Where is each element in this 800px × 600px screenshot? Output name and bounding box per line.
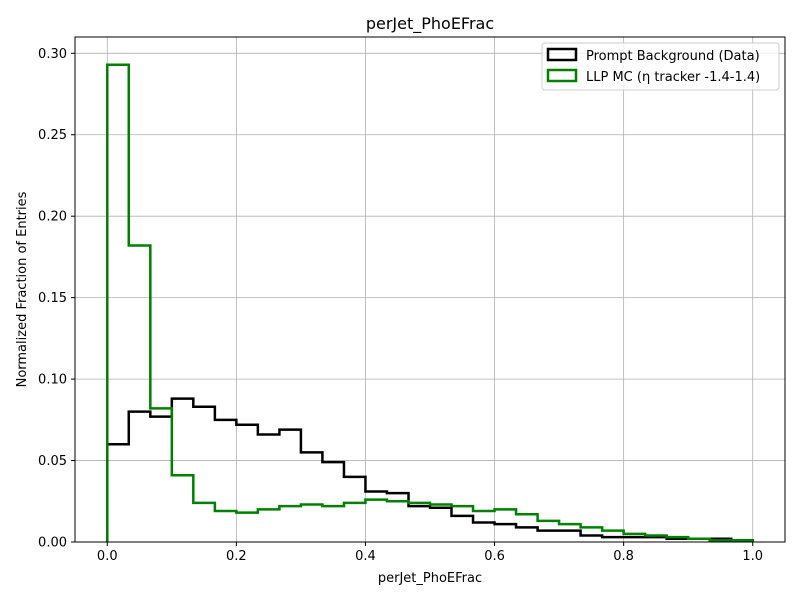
series-layer	[106, 63, 754, 542]
y-tick-label: 0.30	[38, 47, 67, 62]
legend-label-llp: LLP MC (η tracker -1.4-1.4)	[586, 70, 760, 85]
x-tick-label: 0.6	[484, 549, 505, 564]
legend: Prompt Background (Data) LLP MC (η track…	[541, 42, 780, 91]
legend-swatch-background	[546, 47, 578, 62]
y-tick-label: 0.25	[38, 128, 67, 143]
x-tick-label: 1.0	[742, 549, 763, 564]
x-tick-label: 0.2	[226, 549, 247, 564]
x-axis-label: perJet_PhoEFrac	[378, 571, 482, 586]
x-axis: 0.0 0.2 0.4 0.6 0.8 1.0	[97, 542, 763, 564]
y-axis-label: Normalized Fraction of Entries	[15, 191, 30, 387]
chart-title: perJet_PhoEFrac	[366, 14, 494, 34]
legend-frame	[541, 42, 780, 91]
legend-swatch-llp	[546, 68, 578, 83]
y-tick-label: 0.00	[38, 536, 67, 551]
legend-label-background: Prompt Background (Data)	[586, 49, 760, 64]
x-tick-label: 0.4	[355, 549, 376, 564]
y-tick-label: 0.05	[38, 454, 67, 469]
plot-frame	[74, 36, 786, 543]
y-tick-label: 0.15	[38, 291, 67, 306]
x-tick-label: 0.8	[613, 549, 634, 564]
series-line-llp-mc	[106, 63, 754, 542]
y-tick-label: 0.20	[38, 210, 67, 225]
y-tick-label: 0.10	[38, 373, 67, 388]
x-tick-label: 0.0	[97, 549, 118, 564]
series-line-prompt-background	[106, 397, 754, 542]
plot-area	[75, 37, 785, 542]
y-axis: 0.00 0.05 0.10 0.15 0.20 0.25 0.30	[38, 47, 75, 551]
